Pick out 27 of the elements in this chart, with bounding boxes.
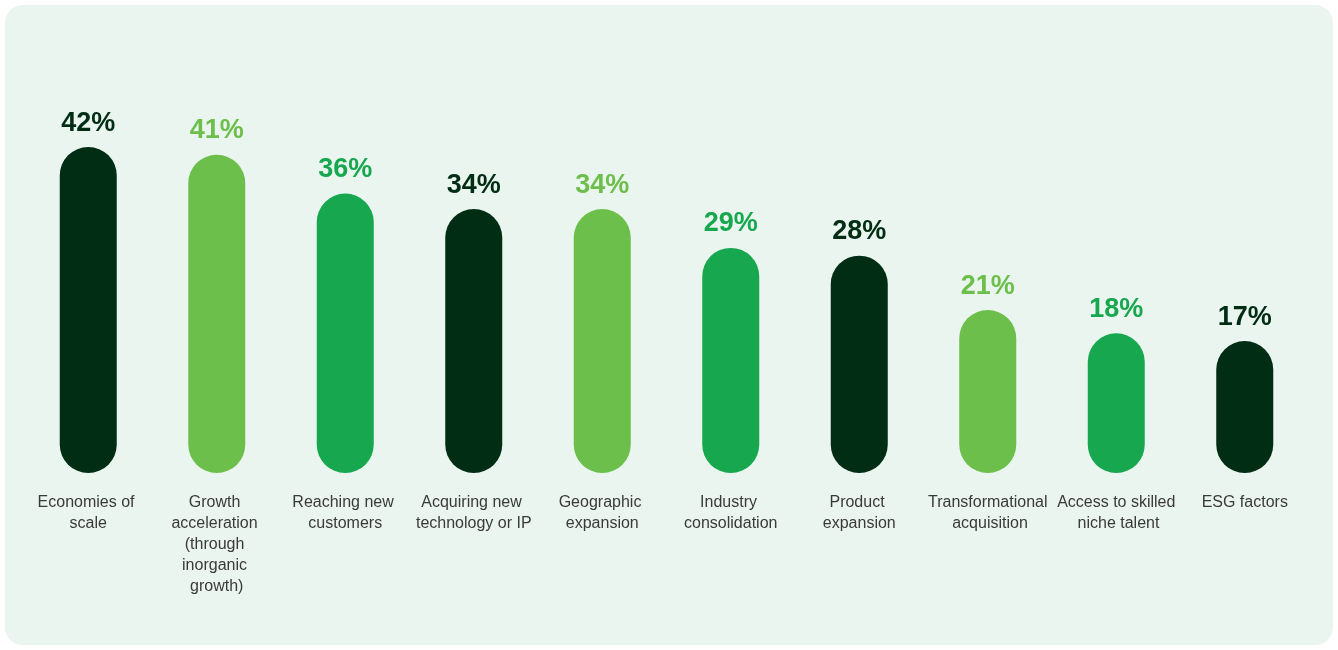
data-label: 29% [703,207,758,238]
bar [573,209,631,473]
data-label: 28% [832,215,887,246]
x-tick-label: Geographic expansion [558,493,646,531]
bar [59,147,117,473]
x-tick-label: Growth acceleration (through inorganic growth) [171,493,263,594]
data-label: 18% [1089,292,1144,323]
data-label: 17% [1217,300,1272,331]
data-label: 21% [960,269,1015,300]
data-label: 42% [61,106,116,137]
data-label: 36% [318,153,373,184]
data-label: 34% [446,168,501,199]
bar [702,247,760,473]
bar [316,193,374,473]
bar [830,255,888,473]
x-tick-label: Product expansion [822,493,896,531]
bar [188,154,246,473]
data-label: 41% [189,114,244,145]
x-tick-label: Acquiring new technology or IP [415,493,532,531]
data-label: 34% [575,168,630,199]
x-tick-label: ESG factors [1201,493,1288,510]
x-tick-label: Industry consolidation [684,493,778,531]
x-tick-label: Transformational acquisition [928,493,1048,531]
bar [445,209,503,473]
x-tick-label: Access to skilled niche talent [1057,493,1176,531]
x-tick-label: Reaching new customers [292,493,399,531]
x-tick-label: Economies of scale [37,493,139,531]
